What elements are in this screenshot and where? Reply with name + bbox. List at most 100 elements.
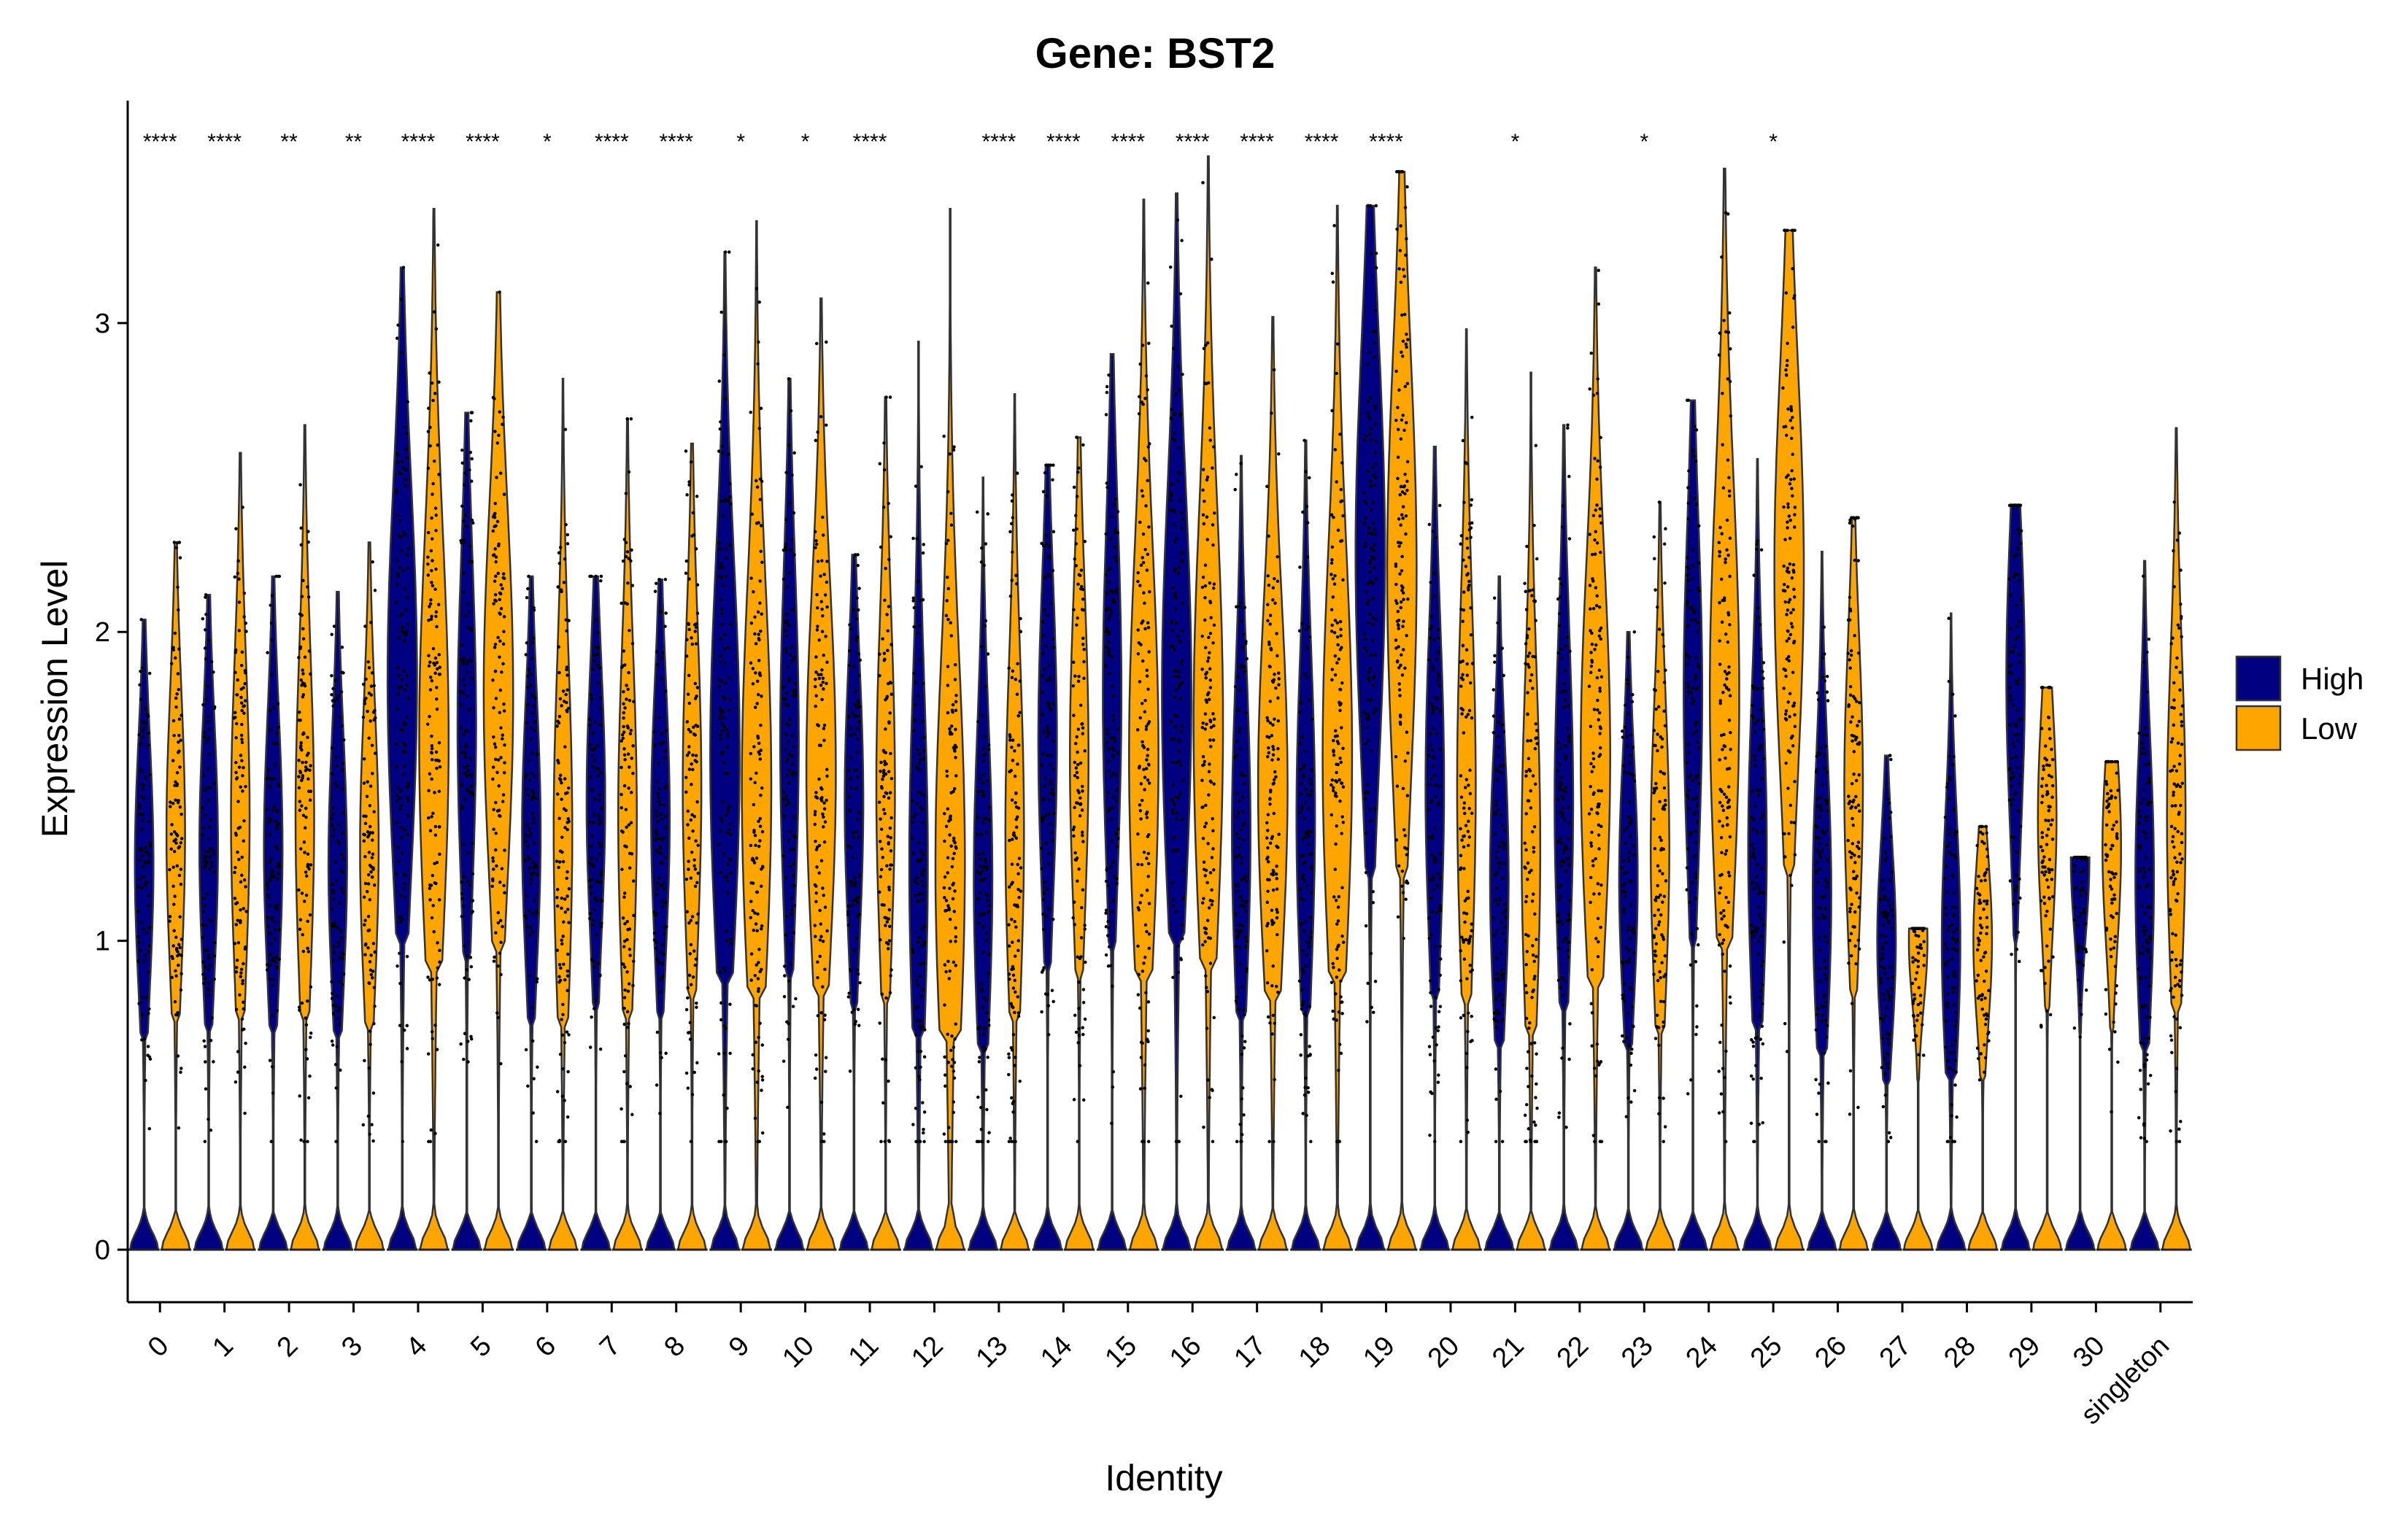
jitter-points	[813, 340, 829, 1144]
jitter-points	[459, 411, 475, 1064]
jitter-points	[1492, 596, 1508, 1144]
significance-label: *	[1640, 130, 1648, 154]
significance-label: *	[801, 130, 810, 154]
violin-high-21	[1484, 575, 1515, 1251]
significance-label: *	[736, 130, 745, 154]
violin-low-21	[1516, 371, 1546, 1251]
jitter-points	[1943, 616, 1959, 1144]
violin-high-27	[1871, 754, 1902, 1251]
violin-low-4	[418, 207, 450, 1251]
significance-label: **	[280, 130, 298, 154]
violin-low-2	[290, 424, 320, 1251]
jitter-points	[1427, 503, 1443, 1144]
violin-high-23	[1613, 630, 1644, 1251]
jitter-points	[136, 618, 153, 1131]
jitter-points	[1458, 415, 1475, 1144]
x-axis-title: Identity	[1105, 1458, 1222, 1498]
jitter-points	[1104, 373, 1120, 1126]
jitter-points	[523, 574, 539, 1144]
jitter-points	[2104, 759, 2120, 1114]
violin-low-27	[1903, 927, 1934, 1251]
legend-label-high: High	[2301, 662, 2363, 696]
jitter-points	[1394, 170, 1410, 940]
significance-label: **	[345, 130, 363, 154]
jitter-points	[1040, 463, 1056, 1037]
violin-low-5	[482, 291, 514, 1251]
jitter-points	[1587, 268, 1604, 1144]
violin-high-2	[258, 575, 288, 1251]
jitter-points	[2072, 856, 2088, 1039]
jitter-points	[1523, 444, 1539, 1144]
jitter-points	[749, 287, 765, 1144]
jitter-points	[2137, 574, 2153, 1144]
legend-label-low: Low	[2301, 711, 2358, 746]
violin-high-12	[903, 340, 934, 1251]
violin-high-30	[2065, 856, 2096, 1251]
y-axis-title: Expression Level	[34, 560, 75, 838]
jitter-points	[297, 483, 313, 1144]
violin-low-6	[547, 377, 579, 1251]
significance-label: ****	[207, 130, 242, 154]
jitter-points	[1910, 926, 1926, 1057]
violin-high-26	[1807, 550, 1837, 1251]
violin-low-22	[1580, 266, 1611, 1251]
violin-high-25	[1742, 457, 1773, 1251]
significance-label: ****	[1176, 130, 1210, 154]
jitter-points	[361, 560, 377, 1143]
jitter-points	[2039, 686, 2055, 1029]
jitter-points	[1330, 224, 1346, 1144]
violin-low-13	[999, 392, 1030, 1251]
violin-low-1	[225, 452, 255, 1251]
significance-label: *	[1511, 130, 1520, 154]
violin-low-15	[1128, 198, 1159, 1251]
jitter-points	[2168, 500, 2185, 1144]
jitter-points	[330, 624, 346, 1144]
jitter-points	[1233, 462, 1249, 1144]
jitter-points	[1814, 625, 1830, 1144]
legend-swatch-low	[2235, 705, 2282, 751]
significance-label: *	[1769, 130, 1778, 154]
plot-area: **** **** ** ** **** **** * **** **** * * **** **** *…	[128, 130, 2192, 1251]
jitter-points	[1362, 204, 1378, 1024]
jitter-points	[877, 395, 894, 1144]
jitter-points	[1071, 436, 1087, 1144]
jitter-points	[1297, 438, 1314, 1144]
y-tick-label: 3	[95, 309, 110, 339]
significance-label: ****	[659, 130, 693, 154]
jitter-points	[1685, 398, 1701, 1096]
significance-label: ****	[1305, 130, 1339, 154]
jitter-points	[942, 434, 958, 1144]
significance-label: ****	[1369, 130, 1403, 154]
jitter-points	[911, 465, 927, 1144]
jitter-points	[168, 541, 184, 1130]
jitter-points	[201, 593, 217, 1144]
jitter-points	[1846, 516, 1861, 1116]
jitter-points	[265, 574, 282, 1144]
violin-high-28	[1936, 612, 1967, 1251]
significance-label: ****	[1240, 130, 1274, 154]
significance-label: ****	[1111, 130, 1145, 154]
significance-label: ****	[853, 130, 887, 154]
jitter-points	[1975, 824, 1991, 1082]
violin-low-18	[1321, 204, 1354, 1251]
jitter-points	[717, 250, 733, 1144]
violin-high-17	[1226, 454, 1257, 1251]
jitter-points	[426, 243, 442, 1144]
jitter-points	[2007, 503, 2023, 964]
jitter-points	[232, 506, 248, 1115]
jitter-points	[1265, 368, 1281, 1144]
jitter-points	[975, 510, 991, 1144]
jitter-points	[846, 553, 862, 1073]
violin-high-13	[968, 476, 998, 1251]
jitter-points	[620, 417, 636, 1144]
jitter-points	[1200, 181, 1216, 1144]
jitter-points	[587, 574, 604, 1051]
violin-high-20	[1419, 445, 1450, 1251]
violin-low-10	[805, 297, 837, 1251]
violin-high-15	[1097, 352, 1127, 1251]
jitter-points	[782, 376, 798, 1110]
jitter-points	[1781, 228, 1797, 1053]
jitter-points	[1749, 539, 1766, 1144]
violin-high-4	[386, 266, 418, 1251]
chart-title: Gene: BST2	[1035, 30, 1276, 77]
